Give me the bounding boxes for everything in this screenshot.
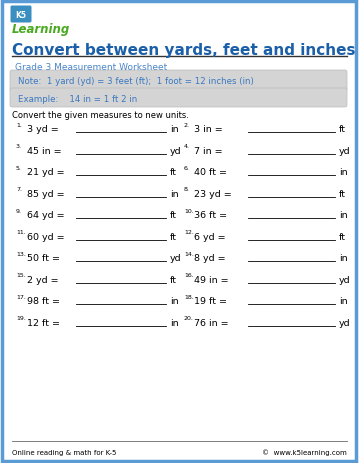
Text: 14.: 14. <box>184 251 194 257</box>
Text: 10.: 10. <box>184 208 194 213</box>
Text: 11.: 11. <box>16 230 26 235</box>
Text: ©  www.k5learning.com: © www.k5learning.com <box>262 449 347 455</box>
Text: 2.: 2. <box>184 123 190 128</box>
Text: Convert the given measures to new units.: Convert the given measures to new units. <box>12 110 189 119</box>
Text: yd: yd <box>339 275 351 284</box>
Text: 12.: 12. <box>184 230 194 235</box>
FancyBboxPatch shape <box>10 89 347 108</box>
Text: 1.: 1. <box>16 123 22 128</box>
Text: Online reading & math for K-5: Online reading & math for K-5 <box>12 449 116 455</box>
Text: 3 yd =: 3 yd = <box>27 125 59 134</box>
Text: 12 ft =: 12 ft = <box>27 319 60 327</box>
Text: K5: K5 <box>15 11 27 20</box>
Text: yd: yd <box>339 319 351 327</box>
Text: 7.: 7. <box>16 187 22 192</box>
Text: 8 yd =: 8 yd = <box>194 254 225 263</box>
Text: 19 ft =: 19 ft = <box>194 297 227 306</box>
FancyBboxPatch shape <box>10 71 347 92</box>
Text: 64 yd =: 64 yd = <box>27 211 65 220</box>
Text: 13.: 13. <box>16 251 26 257</box>
Text: 60 yd =: 60 yd = <box>27 232 65 242</box>
Text: 2 yd =: 2 yd = <box>27 275 59 284</box>
Text: 8.: 8. <box>184 187 190 192</box>
Text: 17.: 17. <box>16 294 26 300</box>
Text: in: in <box>339 211 348 220</box>
Text: Learning: Learning <box>12 24 70 37</box>
Text: Note:  1 yard (yd) = 3 feet (ft);  1 foot = 12 inches (in): Note: 1 yard (yd) = 3 feet (ft); 1 foot … <box>18 77 254 86</box>
Text: in: in <box>339 168 348 177</box>
Text: Convert between yards, feet and inches: Convert between yards, feet and inches <box>12 43 355 57</box>
Text: in: in <box>170 297 179 306</box>
Text: 76 in =: 76 in = <box>194 319 229 327</box>
Text: 21 yd =: 21 yd = <box>27 168 65 177</box>
Text: 45 in =: 45 in = <box>27 147 62 156</box>
Text: 9.: 9. <box>16 208 22 213</box>
Text: 19.: 19. <box>16 316 26 321</box>
Text: in: in <box>170 125 179 134</box>
Text: ft: ft <box>170 211 177 220</box>
Text: ft: ft <box>170 275 177 284</box>
FancyBboxPatch shape <box>10 6 32 24</box>
Text: 85 yd =: 85 yd = <box>27 189 65 199</box>
Text: 15.: 15. <box>16 273 26 278</box>
Text: 23 yd =: 23 yd = <box>194 189 232 199</box>
Text: 50 ft =: 50 ft = <box>27 254 60 263</box>
Text: 49 in =: 49 in = <box>194 275 229 284</box>
Text: 40 ft =: 40 ft = <box>194 168 227 177</box>
Text: ft: ft <box>170 232 177 242</box>
Text: 18.: 18. <box>184 294 194 300</box>
Text: 16.: 16. <box>184 273 194 278</box>
Text: 20.: 20. <box>184 316 194 321</box>
Text: ft: ft <box>339 189 346 199</box>
Text: in: in <box>339 297 348 306</box>
Text: 98 ft =: 98 ft = <box>27 297 60 306</box>
Text: yd: yd <box>170 147 182 156</box>
Text: ft: ft <box>170 168 177 177</box>
Text: yd: yd <box>339 147 351 156</box>
Text: Grade 3 Measurement Worksheet: Grade 3 Measurement Worksheet <box>15 63 167 71</box>
Text: 4.: 4. <box>184 144 190 149</box>
Text: 36 ft =: 36 ft = <box>194 211 227 220</box>
Text: 6 yd =: 6 yd = <box>194 232 225 242</box>
Text: 6.: 6. <box>184 166 190 171</box>
Text: 7 in =: 7 in = <box>194 147 223 156</box>
Text: Example:    14 in = 1 ft 2 in: Example: 14 in = 1 ft 2 in <box>18 94 137 103</box>
Text: 5.: 5. <box>16 166 22 171</box>
FancyBboxPatch shape <box>2 2 356 461</box>
Text: in: in <box>170 319 179 327</box>
Text: ft: ft <box>339 232 346 242</box>
Text: ft: ft <box>339 125 346 134</box>
Text: 3 in =: 3 in = <box>194 125 223 134</box>
Text: in: in <box>339 254 348 263</box>
Text: 3.: 3. <box>16 144 22 149</box>
Text: in: in <box>170 189 179 199</box>
Text: yd: yd <box>170 254 182 263</box>
